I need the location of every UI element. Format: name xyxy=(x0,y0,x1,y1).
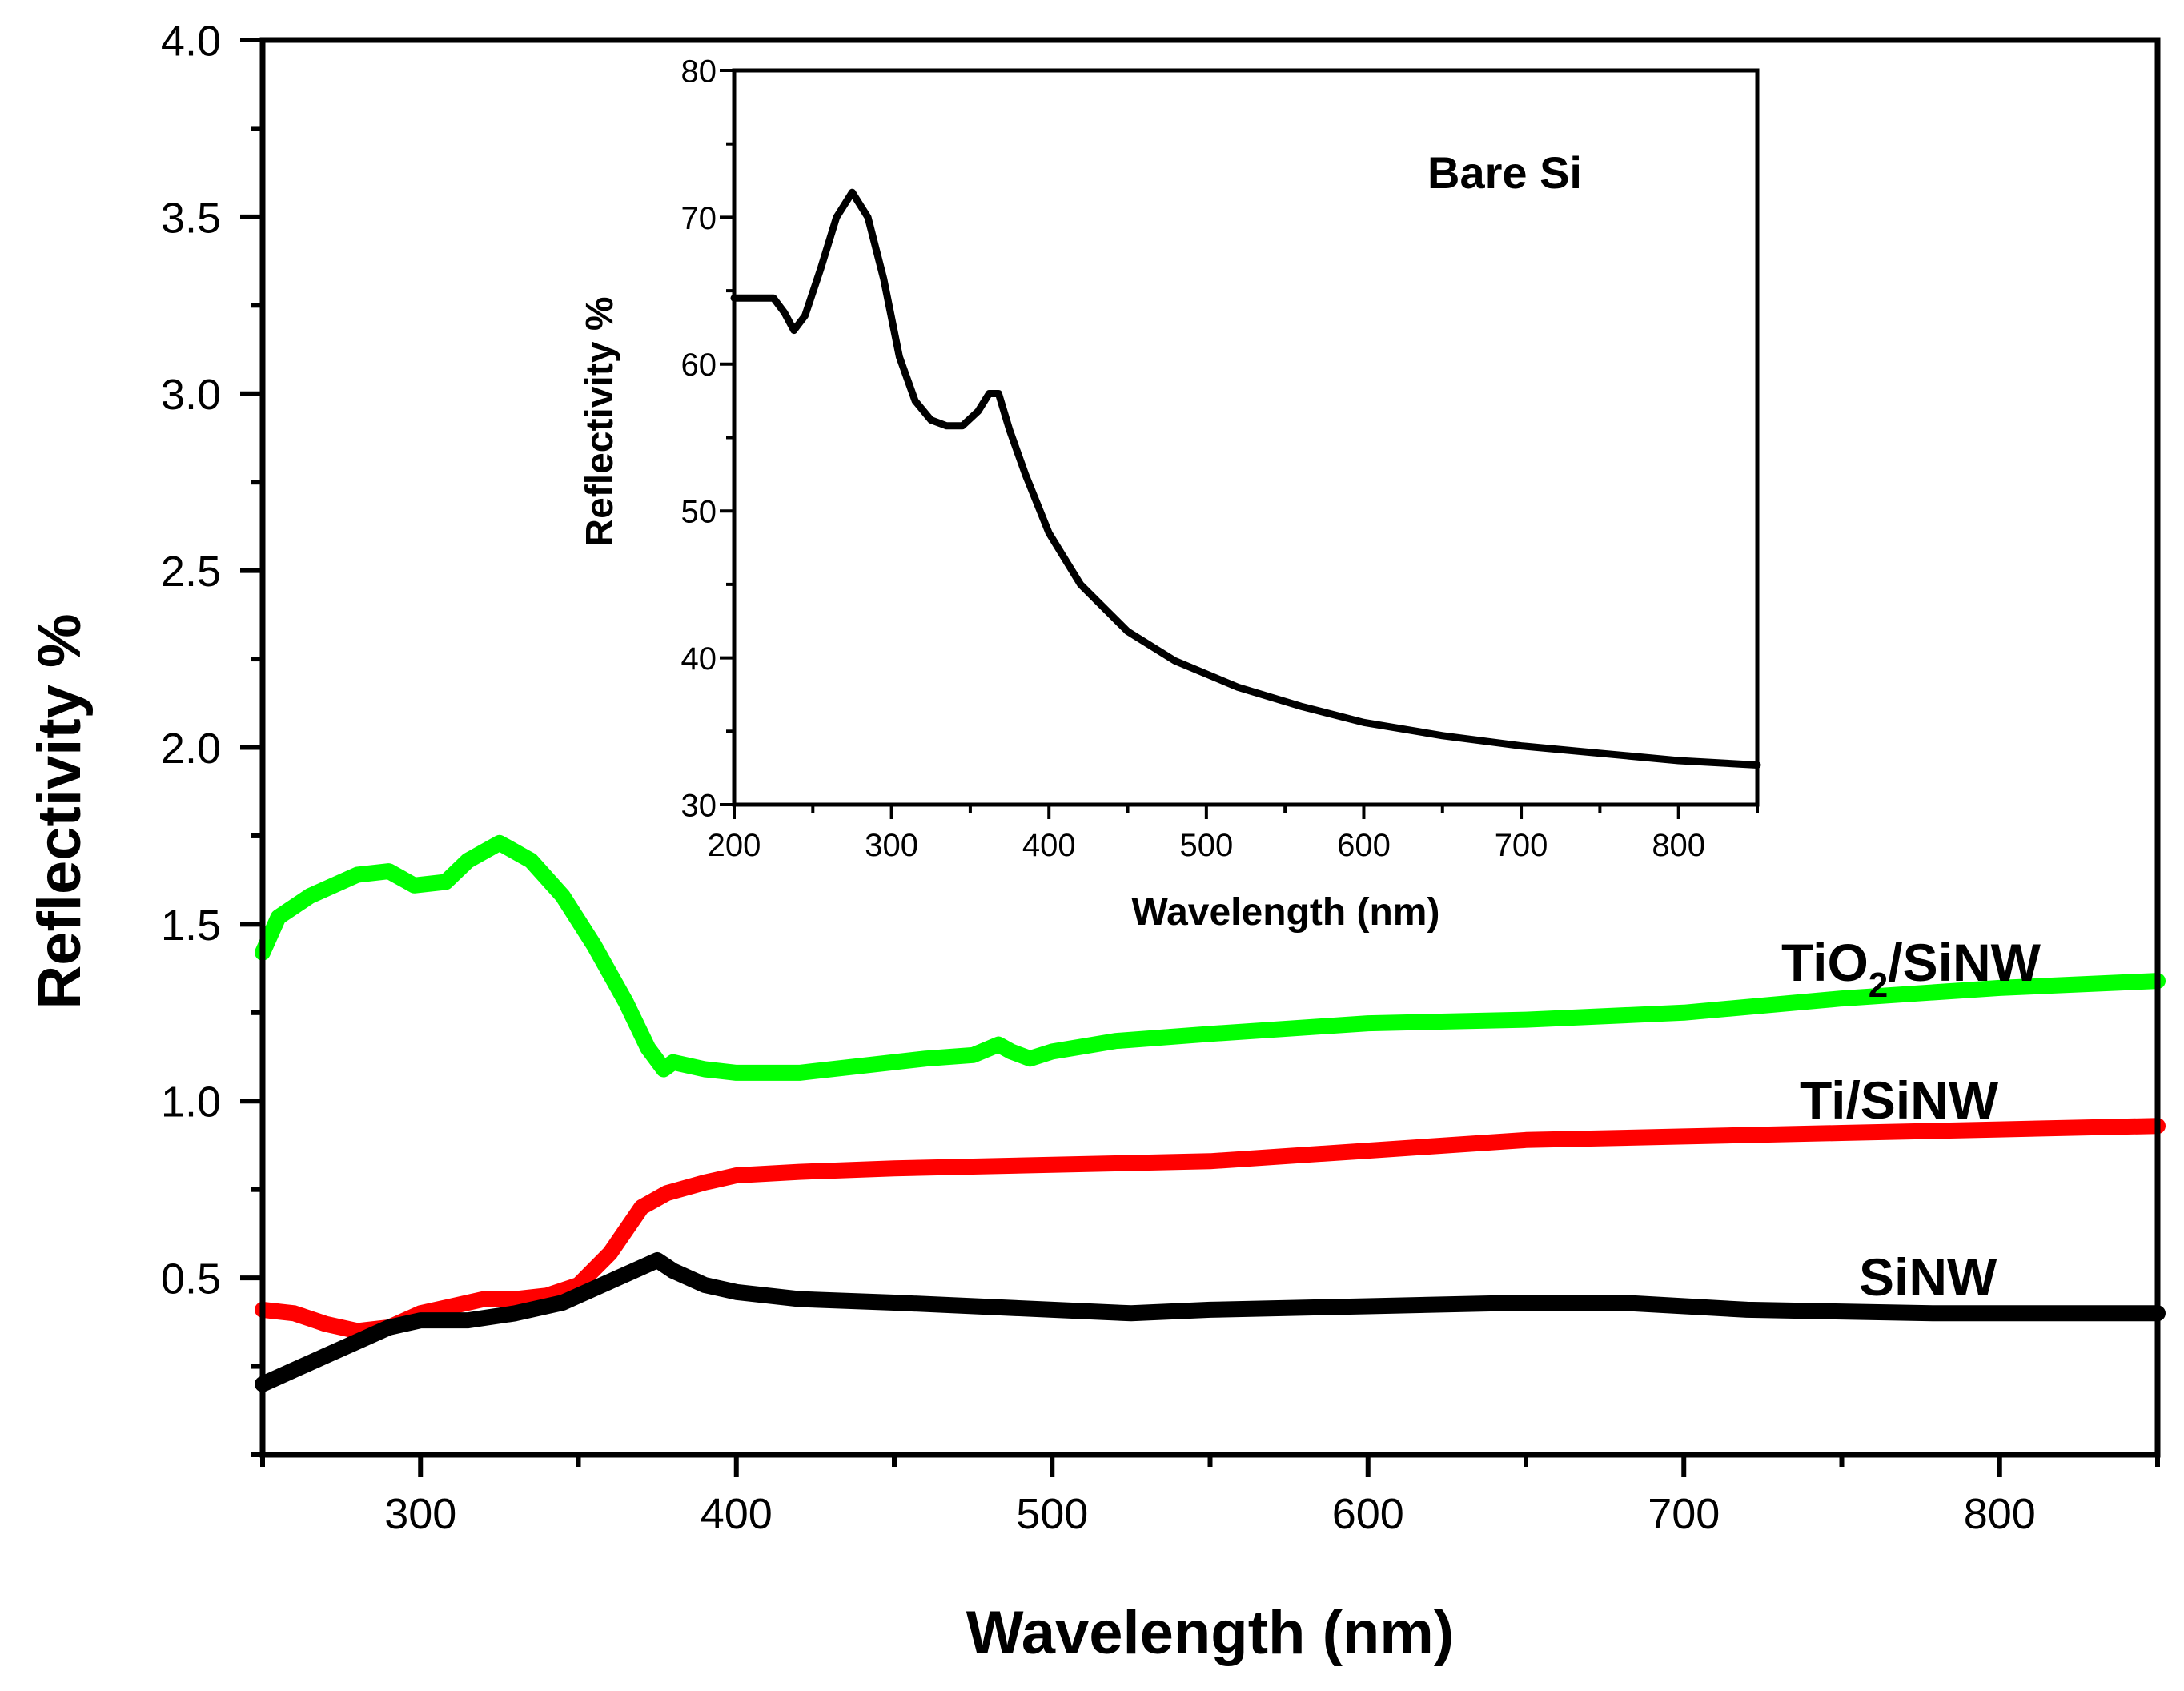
main-y-tick-label: 2.0 xyxy=(161,725,221,773)
main-y-tick-label: 4.0 xyxy=(161,17,221,65)
inset-y-tick-label: 80 xyxy=(681,54,717,89)
series-label-sinw: SiNW xyxy=(1859,1247,1997,1307)
main-y-tick-label: 1.5 xyxy=(161,902,221,950)
inset-ticks: 200 300 400 500 600 700 800 30 40 50 60 70 80 xyxy=(681,54,1759,863)
series-label-tio2-rest: /SiNW xyxy=(1888,933,2041,992)
inset-x-tick-label: 200 xyxy=(708,828,761,863)
inset-x-tick-label: 400 xyxy=(1022,828,1076,863)
series-label-tio2-sinw: TiO2/SiNW xyxy=(1781,933,2041,1005)
series-label-tio2-subscript: 2 xyxy=(1869,966,1888,1005)
main-ticks: 300 400 500 600 700 800 0.5 1.0 1.5 2.0 2.5 3.0 3.5 4… xyxy=(161,17,2160,1538)
inset-y-axis-title: Reflectivity % xyxy=(579,296,621,546)
main-y-axis-title: Reflectivity % xyxy=(26,613,94,1009)
main-x-tick-label: 600 xyxy=(1332,1490,1404,1538)
inset-x-tick-label: 600 xyxy=(1337,828,1391,863)
inset-y-tick-label: 50 xyxy=(681,495,717,530)
main-x-tick-label: 800 xyxy=(1964,1490,2036,1538)
series-label-ti-sinw: Ti/SiNW xyxy=(1800,1070,1999,1130)
main-y-tick-label: 1.0 xyxy=(161,1078,221,1127)
inset-y-tick-label: 40 xyxy=(681,641,717,677)
inset-plot-frame xyxy=(732,68,1760,807)
main-y-tick-label: 3.5 xyxy=(161,194,221,242)
inset-series xyxy=(730,188,1761,769)
inset-x-tick-label: 300 xyxy=(865,828,918,863)
inset-x-axis-title: Wavelength (nm) xyxy=(1132,891,1440,934)
main-series xyxy=(255,834,2166,1392)
inset-title: Bare Si xyxy=(1427,147,1582,198)
inset-x-tick-label: 500 xyxy=(1179,828,1233,863)
main-y-tick-label: 0.5 xyxy=(161,1255,221,1303)
series-line-tio2-sinw xyxy=(255,834,2166,1081)
series-line-bare-si xyxy=(730,188,1761,769)
inset-x-tick-label: 800 xyxy=(1652,828,1705,863)
inset-y-tick-label: 30 xyxy=(681,788,717,823)
main-x-tick-label: 500 xyxy=(1016,1490,1088,1538)
main-x-tick-label: 300 xyxy=(384,1490,456,1538)
main-plot-frame xyxy=(259,37,2161,1458)
inset-y-tick-label: 60 xyxy=(681,347,717,383)
inset-x-tick-label: 700 xyxy=(1495,828,1548,863)
series-line-sinw xyxy=(255,1252,2166,1392)
main-x-tick-label: 400 xyxy=(701,1490,773,1538)
main-y-tick-label: 3.0 xyxy=(161,371,221,419)
main-y-tick-label: 2.5 xyxy=(161,548,221,596)
main-x-tick-label: 700 xyxy=(1648,1490,1720,1538)
series-label-tio2-main: TiO xyxy=(1781,933,1869,992)
inset-background xyxy=(734,70,1757,805)
inset-y-tick-label: 70 xyxy=(681,201,717,236)
main-x-axis-title: Wavelength (nm) xyxy=(966,1599,1454,1667)
